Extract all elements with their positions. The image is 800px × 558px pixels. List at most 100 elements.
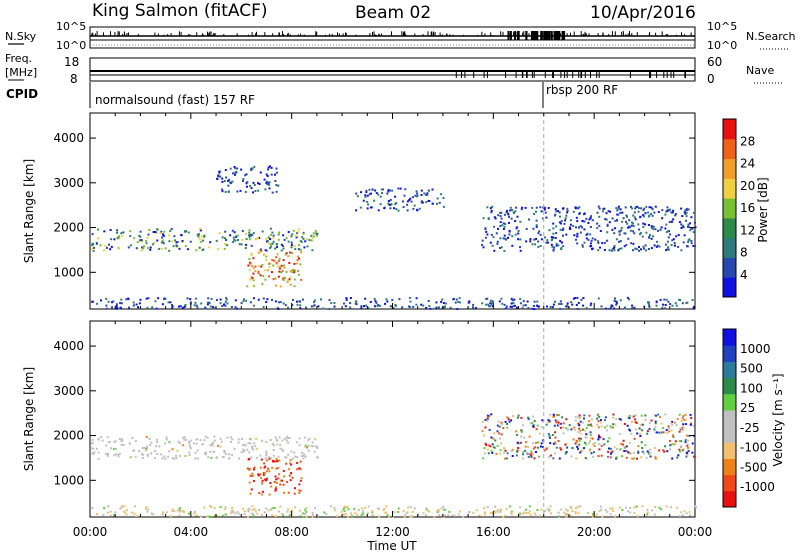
scatter-echo [207,456,210,458]
scatter-echo [229,234,232,237]
scatter-echo [413,507,416,510]
scatter-echo [671,304,674,307]
scatter-echo [457,301,460,303]
x-tick-label: 00:00 [678,525,713,539]
scatter-echo [250,512,253,515]
scatter-echo [599,436,602,439]
scatter-echo [606,239,609,242]
scatter-echo [153,241,156,244]
scatter-echo [625,243,628,246]
scatter-echo [198,246,201,249]
scatter-echo [258,492,261,494]
scatter-echo [515,306,518,309]
scatter-echo [328,299,331,302]
scatter-echo [496,444,499,447]
scatter-echo [232,241,235,244]
scatter-echo [578,417,581,420]
scatter-echo [526,451,529,454]
scatter-echo [558,221,561,224]
scatter-echo [308,239,311,241]
scatter-echo [539,233,542,236]
scatter-echo [685,212,688,214]
scatter-echo [93,451,96,454]
scatter-echo [242,178,245,180]
scatter-echo [274,475,277,478]
scatter-echo [618,506,621,509]
scatter-echo [285,456,288,459]
scatter-echo [566,211,569,214]
scatter-echo [322,307,325,310]
scatter-echo [313,301,315,304]
scatter-echo [484,419,487,421]
scatter-echo [140,249,143,252]
scatter-echo [667,236,670,239]
scatter-echo [557,440,560,442]
scatter-echo [290,235,293,238]
scatter-echo [195,442,198,445]
scatter-echo [496,510,499,513]
scatter-echo [599,246,601,249]
scatter-echo [268,266,271,269]
scatter-echo [181,510,184,513]
scatter-echo [617,213,620,216]
scatter-echo [173,235,176,238]
scatter-echo [250,456,253,459]
scatter-echo [406,203,409,206]
scatter-echo [289,283,292,286]
scatter-echo [643,207,646,210]
scatter-echo [300,455,303,457]
scatter-echo [138,302,141,305]
scatter-echo [541,446,544,448]
power-plot-frame [89,112,696,310]
scatter-echo [284,456,287,459]
scatter-echo [155,231,158,234]
scatter-echo [168,249,171,252]
scatter-echo [497,420,500,423]
scatter-echo [261,283,264,286]
scatter-echo [342,513,345,516]
scatter-echo [447,514,450,517]
scatter-echo [654,422,657,425]
scatter-echo [429,307,432,310]
scatter-echo [504,307,507,310]
scatter-echo [276,443,279,446]
scatter-echo [511,208,513,211]
scatter-echo [349,302,352,305]
scatter-echo [120,506,123,509]
scatter-echo [690,422,692,425]
scatter-echo [681,514,684,517]
nave-tick-top: 60 [707,55,722,69]
scatter-echo [131,511,133,514]
scatter-echo [265,507,268,510]
colorbar-tick-label: 500 [740,362,763,376]
scatter-echo [160,241,163,244]
scatter-echo [224,506,227,509]
scatter-echo [642,222,645,225]
scatter-echo [253,184,256,186]
scatter-echo [387,203,390,206]
scatter-echo [619,240,622,243]
scatter-echo [517,238,520,241]
scatter-echo [519,441,522,444]
scatter-echo [667,300,670,303]
scatter-echo [524,449,527,452]
scatter-echo [224,513,227,516]
scatter-echo [489,512,492,515]
scatter-echo [556,420,559,422]
scatter-echo [562,426,565,429]
scatter-echo [483,447,486,450]
scatter-echo [680,440,683,443]
scatter-echo [662,431,665,434]
scatter-echo [571,447,574,449]
scatter-echo [631,207,634,210]
scatter-echo [245,232,247,235]
scatter-echo [640,414,643,417]
scatter-echo [251,505,254,508]
scatter-echo [223,449,226,452]
scatter-echo [120,234,123,237]
scatter-echo [360,191,362,194]
scatter-echo [685,207,688,210]
scatter-echo [276,306,279,309]
scatter-echo [247,515,249,518]
scatter-echo [195,249,198,252]
